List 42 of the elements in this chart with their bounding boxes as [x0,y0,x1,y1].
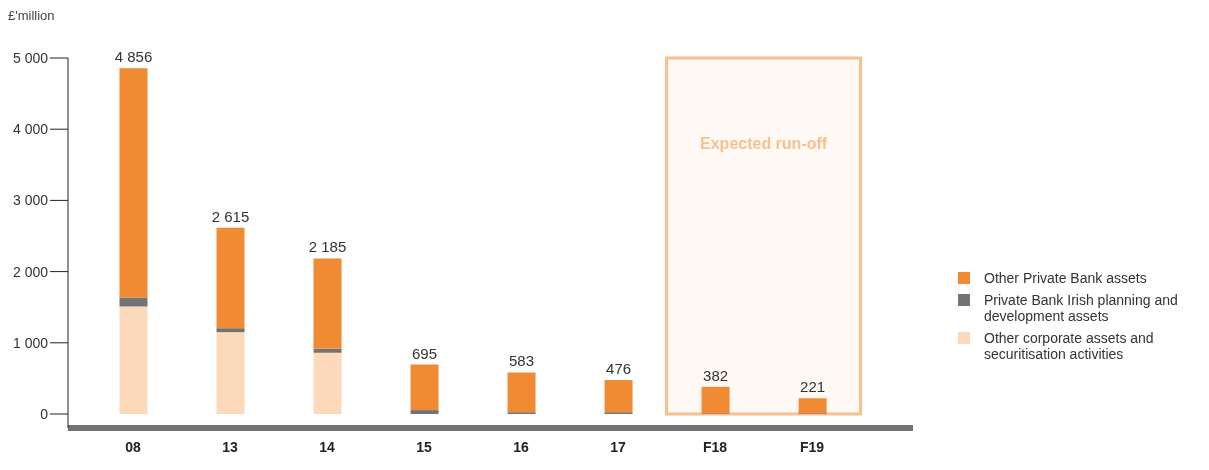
y-axis-title: £'million [8,8,55,23]
x-tick-label: F19 [800,438,825,455]
total-label: 2 615 [211,207,250,225]
x-tick-label: 13 [222,438,239,455]
x-tick-label: 17 [610,438,627,455]
bar [798,398,827,414]
bar [313,348,342,353]
total-label: 221 [800,378,826,396]
bar [216,227,245,329]
bar [604,380,633,413]
total-label: 476 [606,360,632,378]
bar [701,386,730,414]
legend-label: Other Private Bank assets [984,270,1147,286]
legend-label: Private Bank Irish planning and development assets [984,292,1179,324]
y-tick-label: 2 000 [12,263,49,280]
bar [119,297,148,307]
legend-label: Other corporate assets and securitisation activities [984,330,1155,362]
bar [313,352,342,414]
total-label: 4 856 [114,48,153,66]
x-tick-label: 16 [513,438,530,455]
y-tick-label: 1 000 [12,334,49,351]
bar [216,328,245,333]
bar [119,68,148,298]
x-tick-label: 15 [416,438,433,455]
y-tick-label: 4 000 [12,121,49,138]
total-label: 382 [703,366,729,384]
y-tick-label: 3 000 [12,192,49,209]
bar [119,306,148,414]
bar [410,410,439,414]
total-label: 695 [412,344,438,362]
band-label: Expected run-off [700,135,828,153]
y-tick-label: 0 [40,405,49,422]
bar [507,372,536,413]
y-tick-label: 5 000 [12,49,49,66]
x-tick-label: F18 [703,438,728,455]
bar [216,332,245,414]
bar [410,364,439,411]
bar [313,258,342,349]
x-tick-label: 08 [125,438,141,455]
total-label: 2 185 [308,238,347,256]
total-label: 583 [509,352,535,370]
x-tick-label: 14 [319,438,336,455]
